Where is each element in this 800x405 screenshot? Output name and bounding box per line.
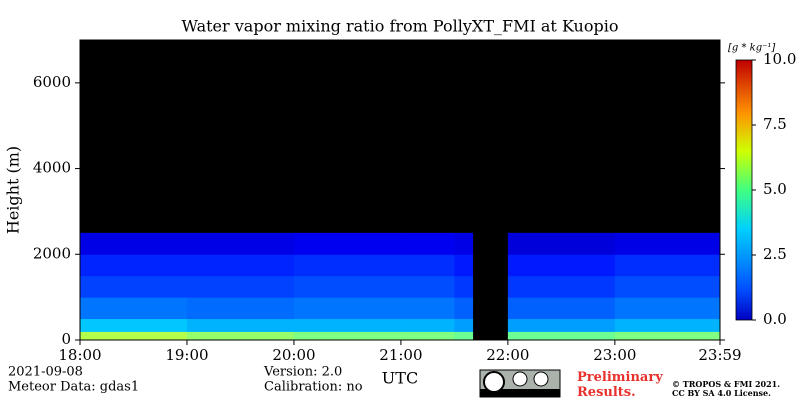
cell — [80, 232, 188, 255]
preliminary-note: Preliminary Results. — [577, 370, 663, 400]
calibration: Calibration: no — [264, 380, 363, 395]
version: Version: 2.0 — [263, 365, 342, 380]
heatmap — [80, 232, 721, 341]
colorbar-tick-label: 5.0 — [763, 180, 787, 198]
x-axis-label: UTC — [382, 369, 418, 388]
cell — [614, 318, 721, 332]
y-tick-label: 2000 — [33, 244, 71, 262]
x-tick-label: 22:00 — [486, 346, 529, 364]
cell — [454, 297, 474, 320]
cell — [80, 275, 188, 298]
cc-logo — [479, 369, 561, 398]
copyright: © TROPOS & FMI 2021. — [672, 379, 780, 389]
cell — [614, 331, 721, 341]
cell — [507, 254, 616, 277]
license: CC BY SA 4.0 License. — [672, 388, 771, 398]
date: 2021-09-08 — [8, 365, 83, 380]
cell — [186, 275, 295, 298]
cell — [507, 318, 616, 332]
cell — [454, 331, 474, 341]
cell — [454, 232, 474, 255]
colorbar-tick-label: 0.0 — [763, 310, 787, 328]
cell — [507, 331, 616, 341]
cell — [614, 275, 721, 298]
cell — [400, 318, 455, 332]
cell — [186, 232, 295, 255]
x-tick-label: 18:00 — [58, 346, 101, 364]
cell — [186, 297, 295, 320]
cell — [293, 275, 402, 298]
colorbar-label: [g * kg⁻¹] — [728, 43, 775, 54]
cell — [614, 297, 721, 320]
cell — [400, 275, 455, 298]
plot-frame — [79, 39, 721, 341]
cell — [80, 254, 188, 277]
cell — [186, 254, 295, 277]
cell — [400, 232, 455, 255]
cell — [293, 331, 402, 341]
colorbar-tick-label: 7.5 — [763, 115, 787, 133]
meteor-info: Meteor Data: gdas1 — [8, 380, 139, 395]
x-tick-label: 21:00 — [379, 346, 422, 364]
cell — [614, 232, 721, 255]
cell — [400, 297, 455, 320]
cell — [507, 232, 616, 255]
cell — [80, 297, 188, 320]
cell — [454, 254, 474, 277]
cell — [614, 254, 721, 277]
x-tick-label: 19:00 — [165, 346, 208, 364]
cell — [80, 318, 188, 332]
colorbar-tick-label: 10.0 — [763, 50, 796, 68]
x-tick-label: 23:59 — [698, 346, 741, 364]
chart-title: Water vapor mixing ratio from PollyXT_FM… — [182, 17, 619, 36]
cell — [80, 331, 188, 341]
cell — [400, 254, 455, 277]
y-tick-label: 6000 — [33, 73, 71, 91]
y-tick-label: 4000 — [33, 159, 71, 177]
x-tick-label: 20:00 — [272, 346, 315, 364]
colorbar — [735, 59, 753, 321]
cell — [293, 254, 402, 277]
cell — [454, 275, 474, 298]
cell — [507, 275, 616, 298]
cell — [400, 331, 455, 341]
x-tick-label: 23:00 — [593, 346, 636, 364]
cell — [507, 297, 616, 320]
cell — [454, 318, 474, 332]
cell — [186, 331, 295, 341]
colorbar-tick-label: 2.5 — [763, 245, 787, 263]
cell — [186, 318, 295, 332]
cell — [293, 318, 402, 332]
cell — [293, 297, 402, 320]
y-axis-label: Height (m) — [4, 146, 23, 234]
cell — [293, 232, 402, 255]
y-tick-label: 0 — [61, 330, 71, 348]
